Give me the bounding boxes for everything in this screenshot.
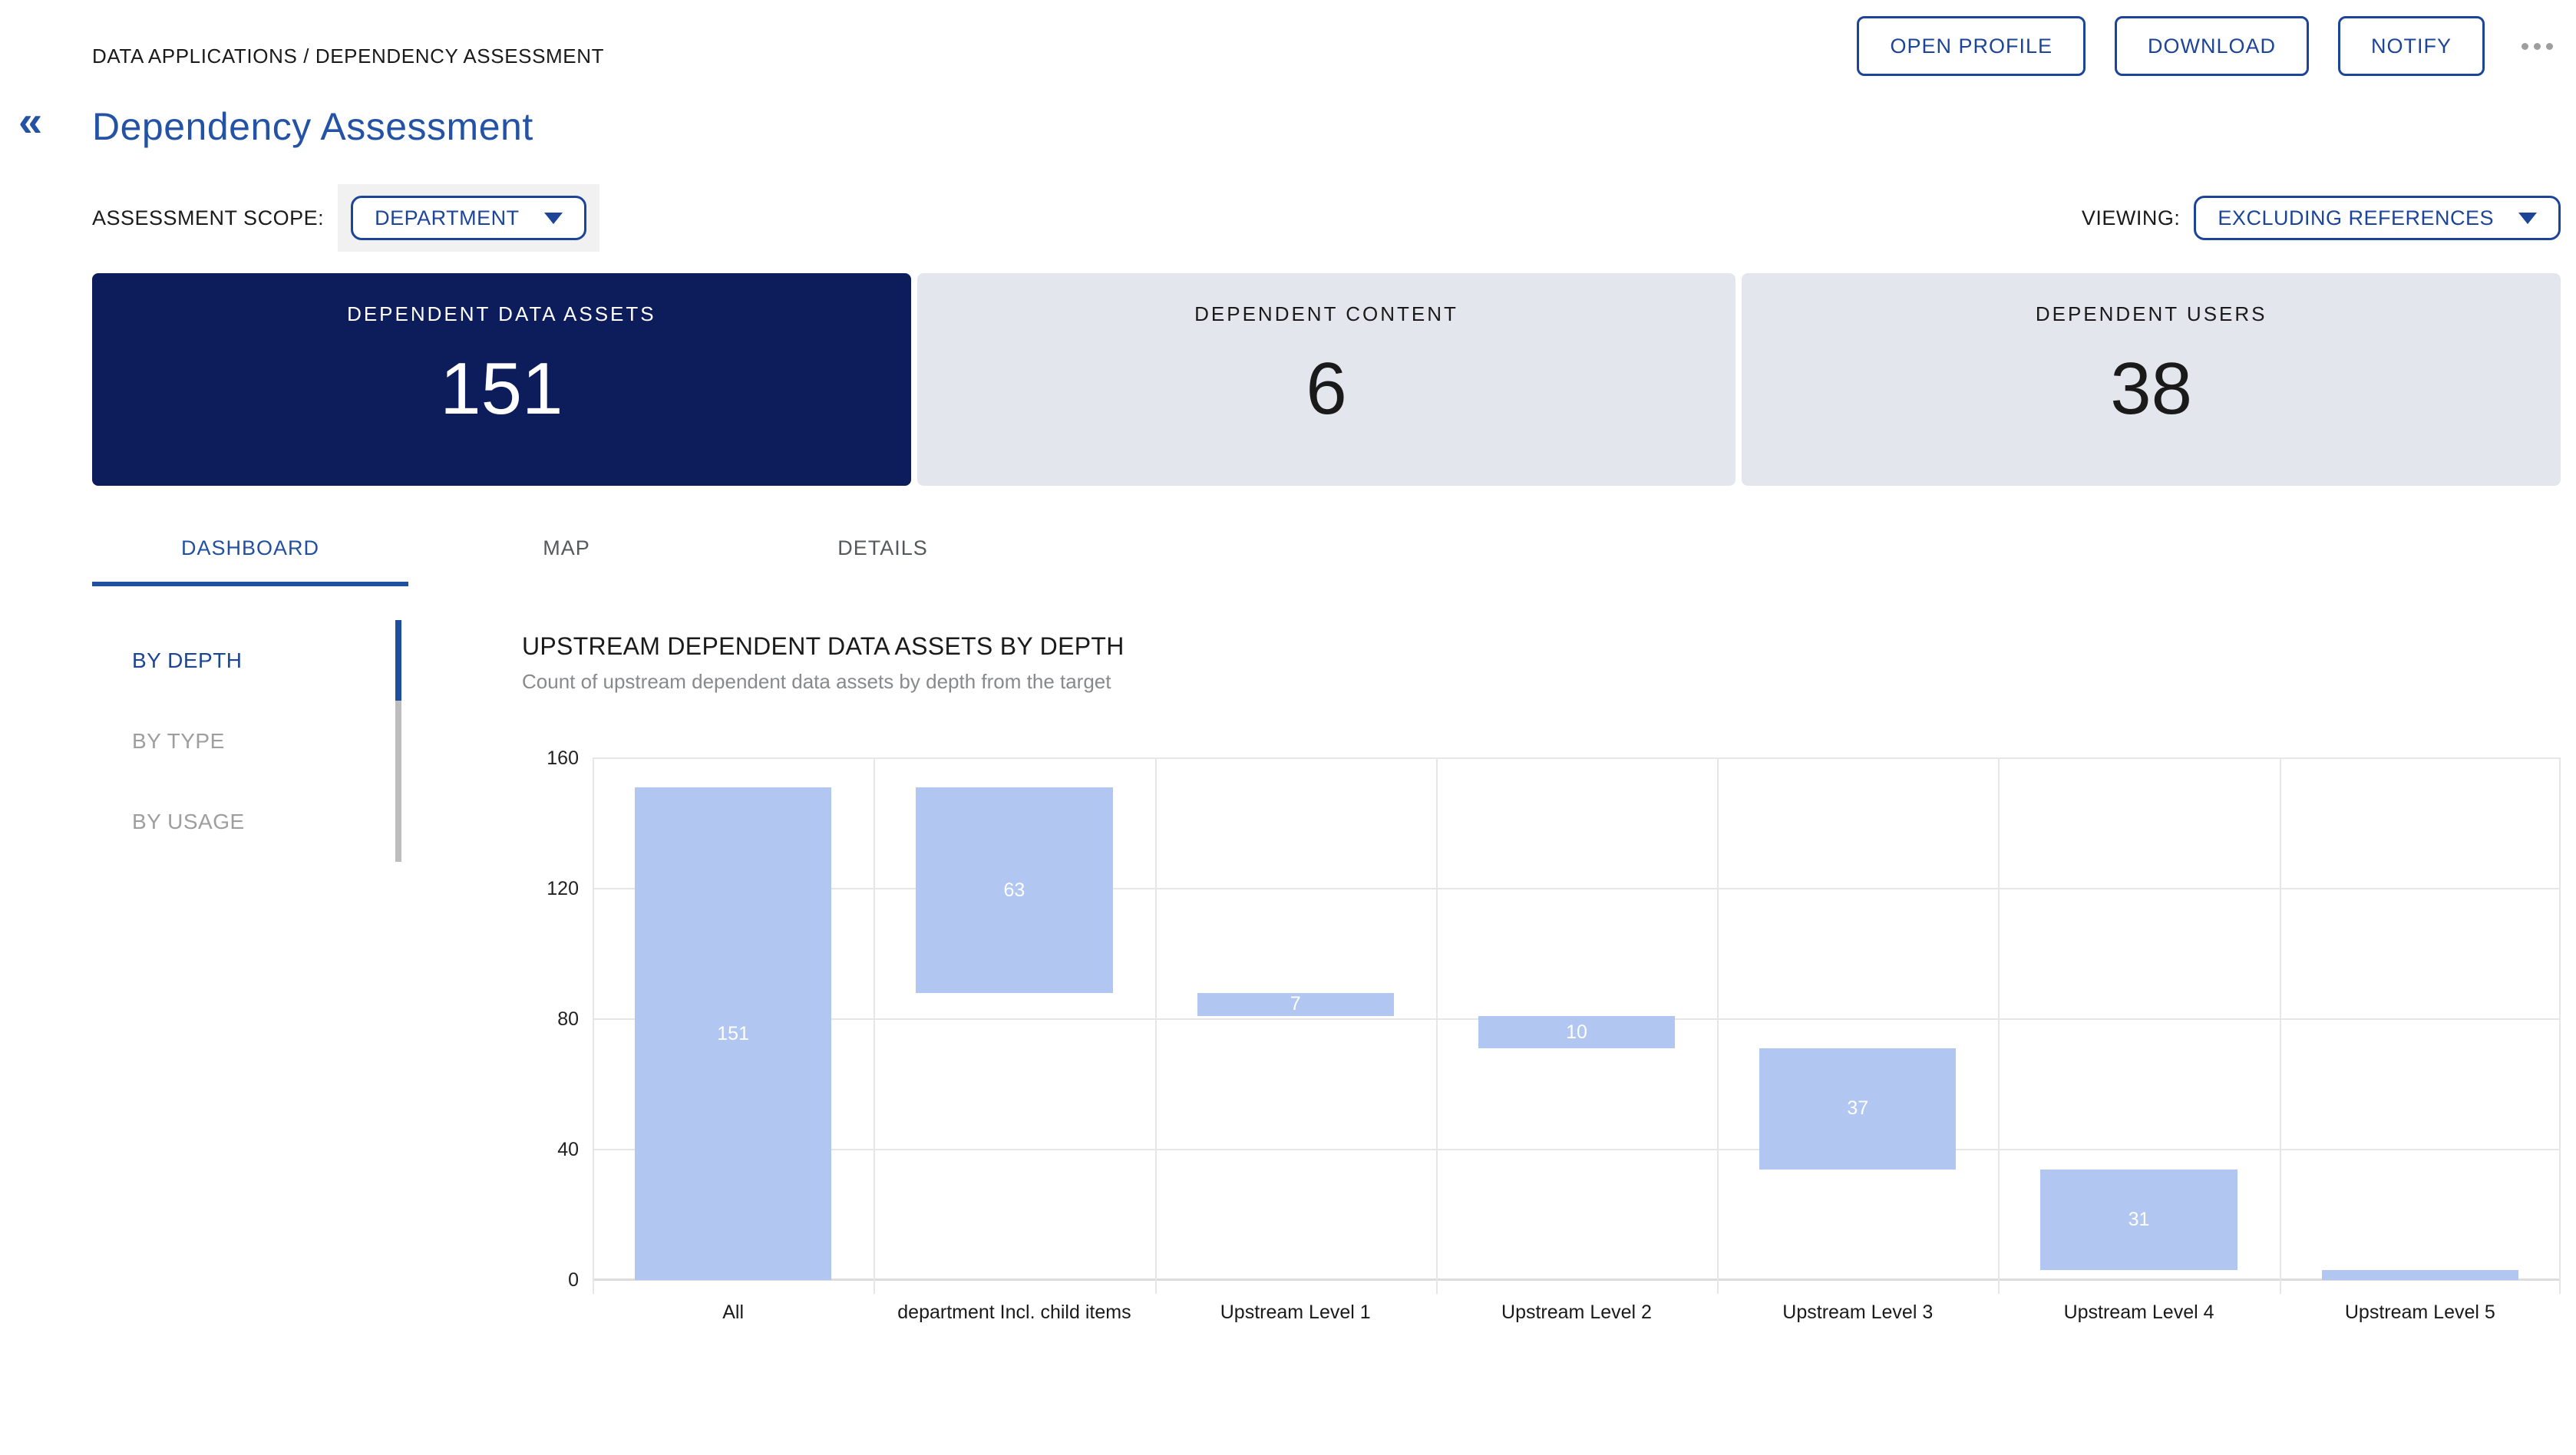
y-tick-label: 120 <box>547 878 579 899</box>
x-axis-label: department Incl. child items <box>897 1302 1131 1323</box>
y-tick-label: 40 <box>557 1139 579 1160</box>
stat-card-dependent-users[interactable]: DEPENDENT USERS 38 <box>1742 273 2561 486</box>
bar-upstream-level-3[interactable]: 37 <box>1759 1048 1957 1170</box>
tabs: DASHBOARD MAP DETAILS <box>92 536 2561 586</box>
stat-card-label: DEPENDENT DATA ASSETS <box>347 302 656 325</box>
y-tick-label: 0 <box>568 1269 579 1291</box>
gridline-x <box>2279 758 2281 1294</box>
controls-row: ASSESSMENT SCOPE: DEPARTMENT VIEWING: EX… <box>92 184 2561 252</box>
bar-value-label: 31 <box>2128 1208 2150 1230</box>
page-title: Dependency Assessment <box>92 105 533 148</box>
sidebar-item-by-usage[interactable]: BY USAGE <box>132 809 245 833</box>
assessment-scope-label: ASSESSMENT SCOPE: <box>92 206 325 229</box>
side-nav-active-indicator <box>395 620 401 701</box>
gridline-x <box>1998 758 2000 1294</box>
tab-details[interactable]: DETAILS <box>837 536 928 559</box>
sidebar-item-by-depth[interactable]: BY DEPTH <box>132 648 243 672</box>
caret-down-icon <box>543 212 563 224</box>
bar-value-label: 63 <box>1003 879 1025 901</box>
y-axis: 0 40 80 120 160 <box>522 748 593 1290</box>
sidebar-item-by-type[interactable]: BY TYPE <box>132 728 225 753</box>
x-axis-labels: All department Incl. child items Upstream … <box>593 1302 2561 1324</box>
chart-plot: 151 63 7 10 37 31 <box>593 757 2561 1294</box>
chart-subtitle: Count of upstream dependent data assets … <box>522 670 1111 693</box>
x-axis-label: Upstream Level 4 <box>2063 1302 2214 1323</box>
ellipsis-icon <box>2534 42 2541 50</box>
x-axis-label: Upstream Level 3 <box>1782 1302 1934 1323</box>
gridline-y-160 <box>593 757 2561 759</box>
side-nav-scroll-track <box>395 620 401 862</box>
bar-value-label: 151 <box>717 1022 749 1044</box>
stat-card-dependent-data-assets[interactable]: DEPENDENT DATA ASSETS 151 <box>92 273 911 486</box>
stat-card-label: DEPENDENT USERS <box>2035 302 2267 325</box>
viewing-value: EXCLUDING REFERENCES <box>2218 206 2494 229</box>
bar-department-incl-child-items[interactable]: 63 <box>916 787 1113 993</box>
viewing-select[interactable]: EXCLUDING REFERENCES <box>2194 196 2561 240</box>
stat-card-label: DEPENDENT CONTENT <box>1194 302 1458 325</box>
ellipsis-icon <box>2546 42 2553 50</box>
gridline-x <box>2559 758 2561 1294</box>
dashboard-content: BY DEPTH BY TYPE BY USAGE UPSTREAM DEPEN… <box>92 620 2561 1324</box>
tab-dashboard[interactable]: DASHBOARD <box>92 536 408 586</box>
stat-card-value: 151 <box>440 348 563 430</box>
chart-side-nav: BY DEPTH BY TYPE BY USAGE <box>92 620 522 1324</box>
viewing-control: VIEWING: EXCLUDING REFERENCES <box>2082 196 2561 240</box>
gridline-x <box>1435 758 1438 1294</box>
gridline-y-40 <box>593 1149 2561 1150</box>
bar-all[interactable]: 151 <box>634 787 832 1280</box>
assessment-scope-value: DEPARTMENT <box>375 206 520 229</box>
assessment-scope-control: ASSESSMENT SCOPE: DEPARTMENT <box>92 184 599 252</box>
x-axis-label: Upstream Level 2 <box>1501 1302 1652 1323</box>
bar-upstream-level-1[interactable]: 7 <box>1197 993 1394 1016</box>
gridline-x <box>1717 758 1719 1294</box>
notify-button[interactable]: NOTIFY <box>2338 16 2485 76</box>
bar-upstream-level-4[interactable]: 31 <box>2040 1169 2237 1271</box>
gridline-x <box>1154 758 1157 1294</box>
x-axis-label: Upstream Level 5 <box>2344 1302 2495 1323</box>
gridline-y-0 <box>593 1278 2561 1281</box>
chart-title: UPSTREAM DEPENDENT DATA ASSETS BY DEPTH <box>522 632 1125 660</box>
tab-map[interactable]: MAP <box>543 536 590 559</box>
stat-card-value: 6 <box>1306 348 1347 430</box>
double-chevron-left-icon[interactable]: « <box>18 97 43 145</box>
breadcrumb: DATA APPLICATIONS / DEPENDENCY ASSESSMEN… <box>92 44 605 68</box>
y-tick-label: 80 <box>557 1008 579 1030</box>
chart-area: UPSTREAM DEPENDENT DATA ASSETS BY DEPTH … <box>522 620 2561 1324</box>
open-profile-button[interactable]: OPEN PROFILE <box>1857 16 2086 76</box>
dependency-assessment-page: DATA APPLICATIONS / DEPENDENCY ASSESSMEN… <box>18 0 2561 1324</box>
bar-upstream-level-5[interactable] <box>2321 1270 2519 1280</box>
x-axis-label: All <box>722 1302 745 1323</box>
depth-waterfall-chart: 0 40 80 120 160 151 63 7 10 37 31 All department I… <box>522 748 2561 1324</box>
bar-value-label: 7 <box>1290 993 1301 1015</box>
stat-card-dependent-content[interactable]: DEPENDENT CONTENT 6 <box>916 273 1736 486</box>
assessment-scope-select-wrap: DEPARTMENT <box>338 184 599 252</box>
bar-value-label: 10 <box>1566 1021 1587 1043</box>
gridline-y-120 <box>593 888 2561 889</box>
bar-upstream-level-2[interactable]: 10 <box>1478 1015 1676 1049</box>
assessment-scope-select[interactable]: DEPARTMENT <box>351 196 586 240</box>
gridline-x <box>593 758 594 1294</box>
top-bar: DATA APPLICATIONS / DEPENDENCY ASSESSMEN… <box>92 0 2561 77</box>
title-row: « Dependency Assessment <box>18 100 2561 149</box>
y-tick-label: 160 <box>547 747 579 769</box>
caret-down-icon <box>2518 212 2537 224</box>
bar-value-label: 37 <box>1847 1097 1869 1120</box>
stat-cards-row: DEPENDENT DATA ASSETS 151 DEPENDENT CONT… <box>92 273 2561 486</box>
viewing-label: VIEWING: <box>2081 206 2181 229</box>
x-axis-label: Upstream Level 1 <box>1220 1302 1371 1323</box>
stat-card-value: 38 <box>2110 348 2193 430</box>
chart-main: 151 63 7 10 37 31 All department Incl. child i… <box>593 757 2561 1324</box>
ellipsis-icon <box>2522 42 2528 50</box>
more-options-button[interactable] <box>2514 35 2561 58</box>
header-actions: OPEN PROFILE DOWNLOAD NOTIFY <box>1857 16 2561 76</box>
download-button[interactable]: DOWNLOAD <box>2114 16 2309 76</box>
gridline-x <box>874 758 876 1294</box>
